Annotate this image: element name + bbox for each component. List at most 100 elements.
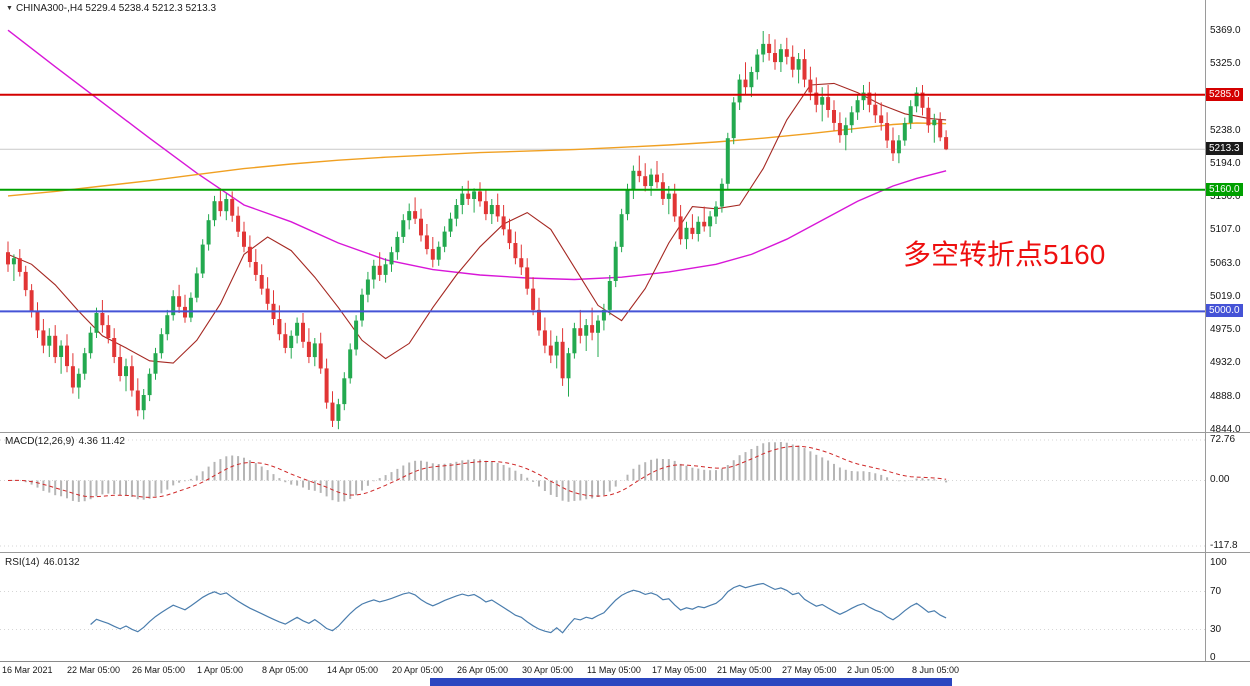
- candle: [318, 343, 323, 369]
- candle: [560, 341, 565, 379]
- candle: [572, 328, 577, 354]
- candle: [513, 243, 518, 259]
- price-badge: 5000.0: [1206, 304, 1243, 318]
- candle: [283, 334, 288, 348]
- macd-values: 4.36 11.42: [78, 436, 125, 447]
- candle: [849, 112, 854, 126]
- candle: [548, 345, 553, 356]
- candle: [65, 345, 69, 367]
- candle: [590, 325, 595, 333]
- candle: [690, 227, 695, 234]
- candle: [11, 258, 16, 265]
- candle: [371, 265, 376, 280]
- candle: [542, 330, 547, 346]
- candle: [525, 267, 530, 289]
- macd-signal-line: [7, 445, 947, 498]
- candle: [908, 106, 913, 123]
- candle: [790, 56, 795, 70]
- horizontal-lines-layer: [0, 93, 1205, 313]
- candle: [678, 216, 683, 240]
- rsi-grid-layer: [0, 591, 1205, 630]
- candle: [100, 313, 105, 326]
- rsi-line: [90, 582, 947, 634]
- candle: [578, 328, 583, 336]
- time-axis-label: 14 Apr 05:00: [327, 665, 379, 675]
- candle: [814, 92, 819, 105]
- candle: [135, 390, 140, 411]
- candle: [743, 79, 748, 88]
- candle: [53, 335, 58, 358]
- candle: [76, 373, 81, 388]
- candle: [336, 404, 341, 421]
- symbol-ohlc-header: ▼ CHINA300-,H4 5229.4 5238.4 5212.3 5213.…: [6, 3, 216, 14]
- time-axis-label: 21 May 05:00: [717, 665, 772, 675]
- candle: [873, 104, 878, 116]
- candle: [826, 97, 831, 110]
- candle: [177, 296, 182, 307]
- candle: [554, 341, 559, 356]
- candle: [430, 249, 435, 260]
- candle: [607, 281, 612, 310]
- candle: [731, 102, 736, 139]
- macd-axis-label: 72.76: [1210, 434, 1236, 445]
- time-axis-label: 22 Mar 05:00: [67, 665, 121, 675]
- candle: [112, 338, 117, 357]
- macd-grid-layer: [0, 439, 1205, 547]
- candle: [224, 199, 229, 212]
- candle: [159, 334, 164, 354]
- price-tick-label: 5194.0: [1210, 158, 1241, 169]
- candle: [507, 229, 512, 244]
- price-badge: 5213.3: [1206, 142, 1243, 156]
- chart-marker-icon: ▼: [6, 5, 13, 12]
- candle: [253, 262, 258, 275]
- candle: [41, 330, 46, 346]
- candle: [23, 271, 28, 291]
- candle: [489, 205, 494, 215]
- candle: [301, 322, 305, 342]
- candle: [354, 320, 359, 350]
- candle: [896, 140, 901, 154]
- candle: [212, 201, 217, 221]
- macd-indicator-header: MACD(12,26,9) 4.36 11.42: [5, 436, 125, 447]
- candle: [649, 174, 654, 186]
- time-axis-label: 27 May 05:00: [782, 665, 837, 675]
- candle: [200, 244, 205, 274]
- candle: [129, 366, 134, 391]
- candle: [236, 215, 241, 232]
- rsi-indicator-header: RSI(14) 46.0132: [5, 557, 80, 568]
- candle: [914, 92, 919, 107]
- candle: [188, 297, 193, 318]
- time-axis-label: 2 Jun 05:00: [847, 665, 895, 675]
- candle: [118, 357, 123, 376]
- time-axis[interactable]: 16 Mar 2021 22 Mar 05:00 26 Mar 05:00 1 Apr…: [0, 661, 1250, 679]
- price-axis[interactable]: 5369.0 5325.0 5238.0 5194.0 5150.0 5107.0 5063…: [1205, 0, 1250, 663]
- price-tick-label: 4975.0: [1210, 324, 1241, 336]
- rsi-axis-label: 100: [1210, 557, 1227, 568]
- candle: [194, 273, 199, 298]
- rsi-axis-label: 30: [1210, 623, 1222, 635]
- candle: [584, 325, 589, 336]
- candle: [755, 54, 760, 73]
- candle: [778, 49, 783, 63]
- candle: [519, 258, 524, 268]
- candle: [407, 211, 412, 221]
- candle: [938, 119, 943, 138]
- symbol-ohlc-text: CHINA300-,H4 5229.4 5238.4 5212.3 5213.3: [15, 3, 217, 14]
- candle: [88, 332, 93, 354]
- candle: [501, 216, 506, 230]
- ma-line-fast: [7, 82, 947, 364]
- taskbar-sliver[interactable]: [430, 678, 952, 686]
- candle: [566, 353, 571, 379]
- rsi-label: RSI(14): [5, 557, 40, 568]
- candle: [165, 315, 170, 335]
- candle: [324, 368, 329, 403]
- candle: [767, 43, 772, 53]
- candle: [483, 201, 488, 215]
- candle: [773, 53, 777, 63]
- candle: [495, 205, 500, 217]
- price-tick-label: 5150.0: [1210, 191, 1241, 203]
- candle: [342, 378, 347, 405]
- candle: [413, 211, 418, 219]
- time-axis-label: 16 Mar 2021: [2, 665, 53, 675]
